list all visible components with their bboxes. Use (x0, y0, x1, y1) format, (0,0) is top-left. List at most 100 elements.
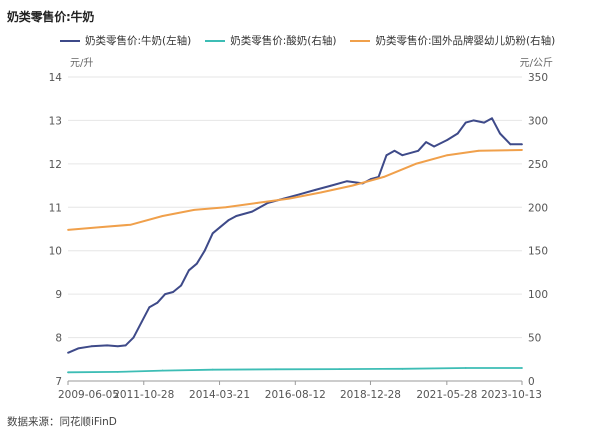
x-tick-label: 2023-10-13 (481, 389, 542, 401)
legend: 奶类零售价:牛奶(左轴) 奶类零售价:酸奶(右轴) 奶类零售价:国外品牌婴幼儿奶… (60, 33, 555, 48)
data-point (351, 184, 354, 187)
x-tick-label: 2021-05-28 (416, 389, 477, 401)
right-tick-label: 350 (528, 72, 548, 84)
data-point (288, 197, 290, 200)
legend-swatch-formula (350, 39, 371, 42)
right-tick-label: 150 (528, 246, 548, 258)
data-point (414, 162, 417, 165)
right-axis-unit: 元/公斤 (519, 58, 553, 69)
right-tick-label: 100 (528, 289, 548, 301)
data-point (193, 208, 196, 211)
data-point (187, 269, 190, 272)
data-point (77, 347, 80, 350)
data-point (224, 206, 227, 209)
x-tick-label: 2014-03-21 (189, 389, 250, 401)
x-tick-label: 2018-12-28 (340, 389, 401, 401)
data-point (161, 369, 164, 372)
data-point (521, 143, 523, 146)
data-source: 数据来源：同花顺iFinD (7, 416, 117, 428)
chart-title: 奶类零售价:牛奶 (7, 10, 95, 24)
data-point (211, 232, 214, 235)
left-tick-label: 13 (49, 115, 62, 127)
data-point (140, 321, 143, 324)
left-tick-label: 10 (49, 246, 62, 258)
data-point (338, 368, 341, 371)
right-tick-label: 250 (528, 159, 548, 171)
data-point (164, 293, 167, 296)
right-tick-label: 50 (528, 333, 541, 345)
data-point (156, 301, 159, 304)
data-point (298, 193, 301, 196)
data-point (211, 368, 214, 371)
data-point (433, 145, 436, 148)
data-point (67, 371, 69, 374)
data-point (483, 121, 485, 124)
data-point (464, 121, 467, 124)
data-point (67, 351, 69, 354)
data-point (521, 149, 523, 151)
left-tick-label: 11 (49, 202, 62, 214)
data-point (521, 367, 523, 369)
data-point (90, 345, 93, 348)
data-point (401, 367, 404, 370)
legend-label-milk: 奶类零售价:牛奶(左轴) (85, 35, 192, 47)
legend-item-formula: 奶类零售价:国外品牌婴幼儿奶粉(右轴) (350, 33, 555, 48)
left-axis-unit: 元/升 (70, 58, 94, 69)
data-point (393, 149, 396, 152)
data-point (472, 119, 475, 122)
data-point (425, 141, 428, 144)
data-point (98, 226, 101, 229)
left-tick-label: 9 (55, 289, 62, 301)
left-tick-label: 12 (49, 159, 62, 171)
data-point (116, 370, 119, 373)
data-point (132, 336, 135, 339)
data-point (446, 139, 449, 141)
data-point (124, 344, 127, 347)
right-tick-label: 0 (528, 376, 535, 388)
data-point (346, 180, 348, 183)
data-point (401, 154, 404, 157)
data-point (180, 284, 182, 287)
data-point (195, 262, 198, 265)
data-point (106, 344, 109, 347)
legend-swatch-yogurt (205, 39, 226, 42)
left-tick-label: 7 (55, 376, 62, 388)
data-point (259, 206, 261, 209)
x-tick-label: 2011-10-28 (113, 389, 174, 401)
data-point (499, 132, 501, 135)
data-point (330, 184, 333, 187)
data-point (227, 219, 230, 222)
data-point (219, 225, 222, 228)
data-point (464, 367, 467, 369)
data-point (275, 368, 277, 371)
left-tick-label: 14 (49, 72, 63, 84)
right-tick-label: 200 (528, 202, 548, 214)
data-point (385, 154, 388, 157)
data-point (67, 228, 69, 231)
data-point (456, 132, 459, 135)
right-tick-label: 300 (528, 115, 548, 127)
data-point (256, 202, 259, 204)
legend-swatch-milk (60, 39, 80, 42)
x-tick-label: 2016-08-12 (265, 389, 326, 401)
data-point (477, 149, 480, 152)
data-point (491, 117, 493, 120)
data-point (251, 210, 253, 213)
data-point (382, 175, 385, 178)
x-tick-label: 2009-06-05 (58, 389, 119, 401)
data-point (116, 345, 119, 348)
data-point (203, 249, 206, 252)
data-point (129, 223, 132, 226)
left-tick-label: 8 (55, 333, 62, 345)
data-point (161, 215, 164, 217)
legend-label-formula: 奶类零售价:国外品牌婴幼儿奶粉(右轴) (375, 35, 556, 47)
data-point (314, 189, 317, 191)
data-point (319, 191, 322, 194)
legend-item-yogurt: 奶类零售价:酸奶(右轴) (205, 33, 336, 48)
data-point (509, 143, 512, 146)
data-point (235, 215, 238, 217)
data-point (446, 154, 449, 157)
legend-item-milk: 奶类零售价:牛奶(左轴) (60, 33, 191, 48)
series-line-1 (67, 367, 522, 374)
